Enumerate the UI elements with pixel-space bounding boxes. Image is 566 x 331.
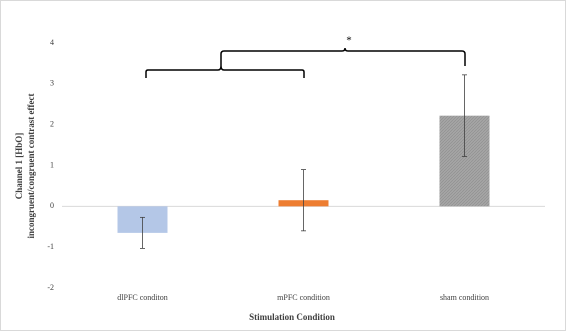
y-tick-label: -2	[47, 283, 54, 292]
x-tick-label: mPFC condition	[277, 293, 330, 302]
y-tick-label: 3	[50, 79, 54, 88]
y-tick-label: 4	[50, 38, 54, 47]
y-tick-label: 0	[50, 201, 54, 210]
x-tick-label: sham condition	[440, 293, 489, 302]
y-tick-label: -1	[47, 242, 54, 251]
x-tick-label: dlPFC conditon	[117, 293, 167, 302]
y-tick-label: 2	[50, 119, 54, 128]
y-tick-label: 1	[50, 160, 54, 169]
y-axis-title: Channel 1 [HbO]	[14, 133, 24, 200]
significance-bracket	[145, 47, 466, 78]
error-bar	[462, 74, 467, 157]
y-axis-title: incongruent/congruent contrast effect	[26, 94, 36, 239]
x-axis-title: Stimulation Condition	[249, 312, 335, 322]
error-bar	[140, 216, 145, 249]
error-bar	[301, 169, 306, 232]
significance-star: *	[346, 35, 352, 47]
